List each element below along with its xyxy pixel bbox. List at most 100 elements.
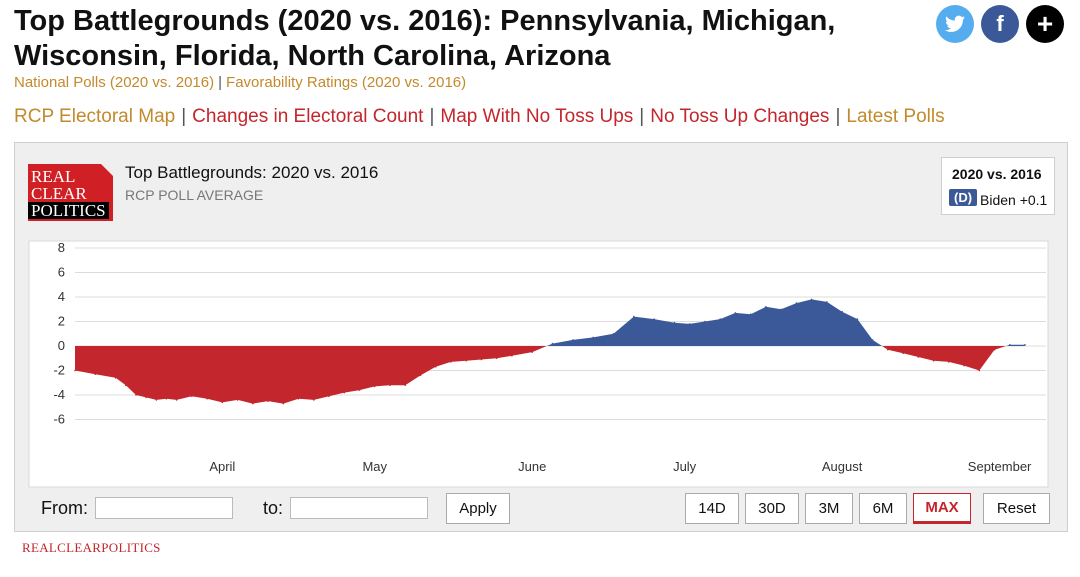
range-max-button[interactable]: MAX (913, 493, 971, 524)
data-point (978, 369, 981, 372)
data-point (434, 366, 437, 368)
y-tick-label: 6 (58, 265, 65, 280)
data-point (358, 389, 361, 391)
area-biden-lead (75, 299, 1025, 346)
data-point (313, 399, 315, 401)
legend-box: 2020 vs. 2016 (D) Biden +0.1 (941, 157, 1055, 215)
data-point (963, 364, 965, 367)
data-point (297, 397, 300, 400)
data-point (902, 352, 904, 355)
x-tick-label: May (362, 459, 387, 474)
logo-line-3: POLITICS (28, 202, 109, 219)
data-point (191, 395, 193, 397)
topnav-separator: | (835, 106, 841, 127)
favorability-link[interactable]: Favorability Ratings (2020 vs. 2016) (226, 74, 467, 91)
y-tick-label: 8 (58, 240, 65, 255)
to-date-input[interactable] (290, 497, 428, 519)
range-30d-button[interactable]: 30D (745, 493, 799, 524)
data-point (495, 357, 498, 360)
data-point (780, 308, 782, 311)
reset-button[interactable]: Reset (983, 493, 1050, 524)
data-point (673, 321, 676, 324)
data-point (328, 395, 330, 397)
data-point (932, 359, 935, 362)
data-point (653, 318, 655, 320)
x-tick-label: April (209, 459, 235, 474)
data-point (993, 348, 996, 351)
data-point (719, 318, 721, 320)
x-tick-label: June (518, 459, 546, 474)
topnav: RCP Electoral Map | Changes in Electoral C… (14, 106, 945, 128)
data-point (282, 402, 285, 405)
data-point (592, 336, 594, 339)
topnav-item-changes-electoral-count[interactable]: Changes in Electoral Count (192, 106, 424, 127)
data-point (841, 310, 843, 313)
facebook-share-button[interactable]: f (981, 5, 1019, 43)
data-point (810, 298, 813, 301)
data-point (1024, 344, 1026, 346)
chart-title: Top Battlegrounds: 2020 vs. 2016 (125, 163, 379, 182)
data-point (145, 396, 147, 399)
topnav-item-no-toss-ups[interactable]: Map With No Toss Ups (440, 106, 634, 127)
topnav-separator: | (181, 106, 187, 127)
range-3m-button[interactable]: 3M (805, 493, 853, 524)
legend-value: Biden +0.1 (980, 192, 1048, 208)
to-label: to: (263, 498, 284, 518)
x-tick-label: July (673, 459, 697, 474)
logo-line-1: REAL (31, 167, 76, 186)
from-date-input[interactable] (95, 497, 233, 519)
data-point (252, 402, 254, 405)
data-point (795, 302, 798, 304)
chart-container: REAL CLEAR POLITICS Top Battlegrounds: 2… (14, 142, 1068, 532)
chart-subtitle: RCP POLL AVERAGE (125, 187, 264, 203)
twitter-share-button[interactable] (936, 5, 974, 43)
topnav-separator: | (429, 106, 435, 127)
y-tick-label: -4 (53, 387, 65, 402)
party-badge: (D) (949, 189, 978, 206)
range-6m-button[interactable]: 6M (859, 493, 907, 524)
data-point (1009, 344, 1011, 346)
data-point (871, 339, 874, 341)
data-point (155, 399, 158, 401)
data-point (511, 355, 513, 357)
data-point (633, 315, 635, 318)
subnav: National Polls (2020 vs. 2016) | Favorabil… (14, 74, 466, 91)
data-point (74, 369, 76, 372)
data-point (267, 400, 269, 402)
y-tick-label: -2 (53, 363, 65, 378)
data-point (551, 342, 554, 345)
facebook-icon: f (996, 11, 1004, 36)
twitter-icon (945, 15, 965, 32)
y-tick-label: -6 (53, 412, 65, 427)
topnav-item-no-toss-up-changes[interactable]: No Toss Up Changes (650, 106, 830, 127)
national-polls-link[interactable]: National Polls (2020 vs. 2016) (14, 74, 215, 91)
data-point (404, 384, 407, 386)
more-share-button[interactable]: + (1026, 5, 1064, 43)
subnav-separator: | (218, 74, 223, 91)
data-point (389, 384, 391, 386)
data-point (175, 399, 178, 401)
data-point (165, 397, 168, 400)
chart-plot[interactable]: 8 6 4 2 0 -2 -4 -6 April May June July August Septemb… (15, 143, 1067, 531)
from-label: From: (41, 498, 88, 518)
data-point (114, 377, 117, 379)
data-point (887, 348, 889, 351)
logo-line-2: CLEAR (31, 184, 87, 203)
apply-button[interactable]: Apply (446, 493, 510, 524)
area-trump-lead (75, 346, 1025, 404)
topnav-separator: | (639, 106, 645, 127)
data-point (688, 323, 691, 325)
footer-brand[interactable]: REALCLEARPOLITICS (22, 540, 161, 555)
topnav-item-latest-polls[interactable]: Latest Polls (846, 106, 945, 127)
data-point (221, 401, 224, 404)
logo-fold (101, 164, 113, 176)
rcp-logo: REAL CLEAR POLITICS (28, 164, 113, 221)
x-tick-label: August (822, 459, 863, 474)
data-point (734, 312, 737, 314)
plus-icon: + (1036, 8, 1054, 39)
data-point (125, 384, 127, 386)
topnav-item-electoral-map[interactable]: RCP Electoral Map (14, 106, 176, 127)
data-point (465, 359, 468, 362)
range-14d-button[interactable]: 14D (685, 493, 739, 524)
data-point (917, 356, 920, 358)
